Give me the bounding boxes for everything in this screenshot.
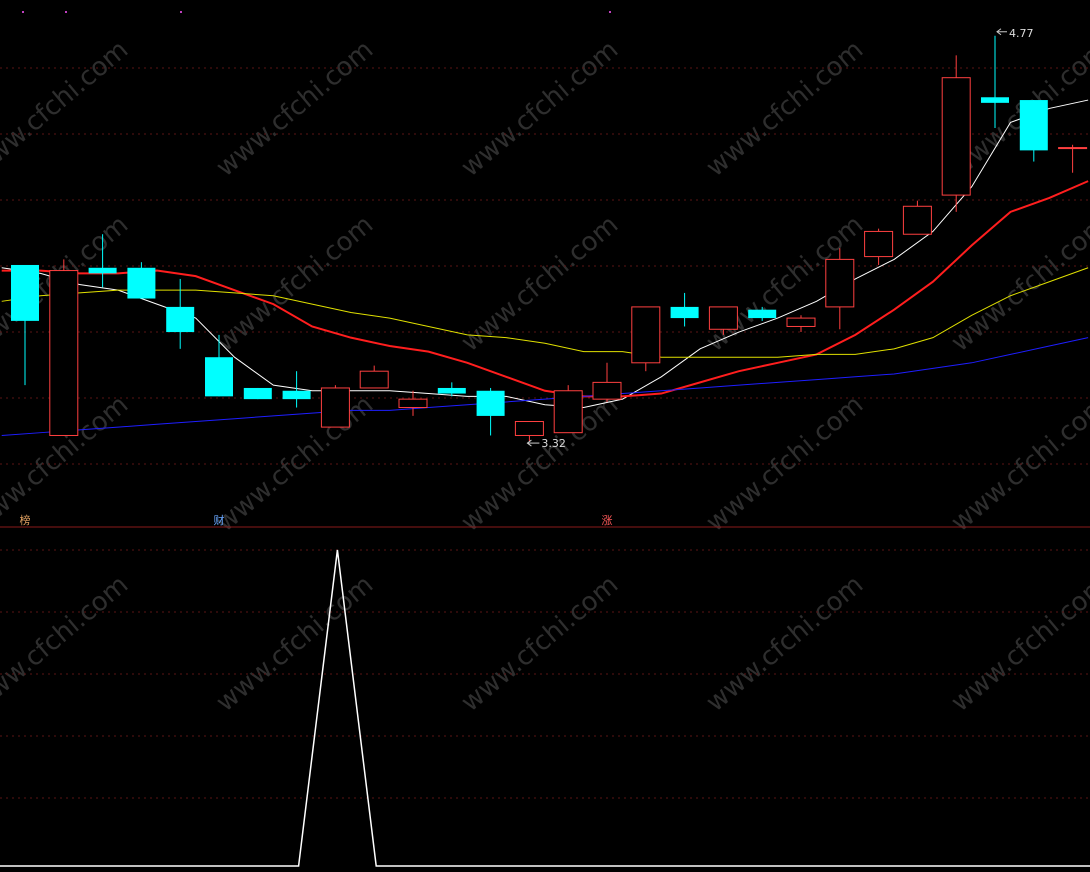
candle[interactable] [11, 264, 39, 386]
candle-body [631, 306, 661, 364]
candle[interactable] [205, 334, 233, 397]
candle-body [476, 390, 505, 416]
indicator-panel-grid [0, 549, 1090, 799]
candle-body [243, 387, 272, 400]
ma-line-3 [1, 337, 1089, 436]
candle-body [1058, 147, 1088, 150]
candle[interactable] [127, 262, 156, 299]
candle-body [786, 317, 816, 327]
candle-body [514, 421, 544, 436]
candle[interactable] [708, 306, 738, 335]
candle-body [670, 306, 699, 319]
candle-body [864, 230, 894, 258]
candle[interactable] [1058, 144, 1088, 173]
candle[interactable] [864, 228, 894, 265]
candle-body [553, 390, 583, 434]
candle[interactable] [166, 278, 195, 349]
candle[interactable] [786, 315, 816, 333]
low-arrow-head [526, 439, 532, 447]
candle[interactable] [398, 390, 428, 416]
candle[interactable] [49, 259, 79, 436]
candle[interactable] [282, 371, 311, 408]
candle-body [902, 205, 932, 235]
main-panel-grid [0, 11, 1090, 465]
candle-body [88, 267, 117, 274]
high-arrow-head [996, 28, 1002, 36]
candle[interactable] [553, 385, 583, 434]
candle-body [359, 370, 389, 389]
top-dot [609, 11, 611, 13]
candle-body [320, 387, 350, 428]
candle-body [166, 306, 195, 333]
signal-marker: 榜 [20, 513, 31, 527]
candle-body [825, 258, 855, 308]
candle-body [437, 387, 466, 394]
ma-line-0 [1, 99, 1089, 409]
signal-marker: 财 [214, 513, 225, 527]
candle-body [748, 309, 777, 319]
candle-body [592, 381, 622, 400]
candle[interactable] [1019, 100, 1048, 162]
candle[interactable] [748, 306, 777, 321]
candle-body [708, 306, 738, 330]
high-price-label: 4.77 [1009, 27, 1034, 40]
candle[interactable] [670, 292, 699, 327]
signal-markers: 榜财涨 [20, 513, 613, 527]
candle[interactable] [476, 387, 505, 436]
top-dot [180, 11, 182, 13]
candle[interactable] [981, 35, 1009, 129]
candlesticks [11, 35, 1088, 442]
candle-body [11, 264, 39, 321]
candle[interactable] [437, 382, 466, 397]
candle[interactable] [902, 200, 932, 235]
candle-body [941, 77, 971, 196]
indicator-panel [0, 549, 1090, 867]
candle-body [1019, 100, 1048, 151]
top-dot [22, 11, 24, 13]
candle[interactable] [631, 306, 661, 372]
candle[interactable] [825, 248, 855, 330]
moving-average-lines [1, 99, 1089, 436]
candle-body [981, 97, 1009, 103]
candle[interactable] [592, 362, 622, 402]
candle[interactable] [514, 421, 544, 442]
candle[interactable] [320, 385, 350, 428]
top-dot [65, 11, 67, 13]
ma-line-1 [1, 180, 1089, 398]
candle[interactable] [243, 387, 272, 400]
price-annotations: 3.32 4.77 [526, 27, 1034, 450]
signal-marker: 涨 [602, 514, 613, 527]
candle-body [398, 398, 428, 409]
candle[interactable] [941, 55, 971, 212]
candle[interactable] [359, 365, 389, 389]
candle-body [127, 267, 156, 299]
candle[interactable] [88, 234, 117, 288]
candle-body [49, 270, 79, 436]
ma-line-2 [1, 267, 1089, 358]
candle-body [205, 357, 233, 397]
low-price-label: 3.32 [541, 437, 566, 450]
candle-body [282, 390, 311, 400]
indicator-line [0, 549, 1090, 867]
